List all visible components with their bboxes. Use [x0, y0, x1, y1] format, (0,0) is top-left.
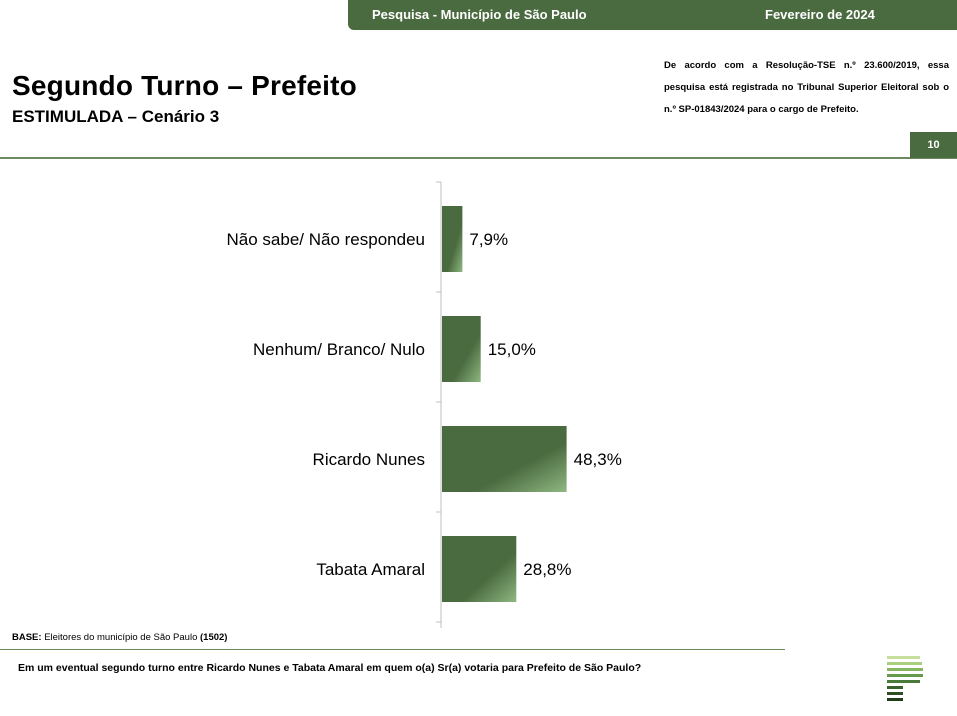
- header-divider: [0, 157, 957, 159]
- value-label: 28,8%: [523, 560, 571, 579]
- category-label: Não sabe/ Não respondeu: [227, 230, 425, 249]
- base-note: BASE: Eleitores do município de São Paul…: [12, 632, 227, 643]
- top-banner: Pesquisa - Município de São Paulo Fevere…: [348, 0, 957, 30]
- bar: [442, 206, 463, 272]
- bar: [442, 426, 567, 492]
- brand-logo: [887, 656, 923, 701]
- category-label: Tabata Amaral: [316, 560, 425, 579]
- survey-question: Em um eventual segundo turno entre Ricar…: [18, 662, 642, 674]
- base-label: BASE:: [12, 632, 42, 643]
- bar-chart: Não sabe/ Não respondeu 7,9% Nenhum/ Branc…: [227, 181, 622, 628]
- bar: [442, 316, 481, 382]
- footer-divider: [0, 649, 785, 650]
- page-number-badge: 10: [910, 132, 957, 158]
- base-text: Eleitores do município de São Paulo: [44, 632, 198, 643]
- legal-registration-note: De acordo com a Resolução-TSE n.º 23.600…: [664, 60, 949, 115]
- category-label: Ricardo Nunes: [313, 450, 425, 469]
- base-count: (1502): [200, 632, 228, 643]
- page-title: Segundo Turno – Prefeito: [12, 70, 357, 101]
- survey-name: Pesquisa - Município de São Paulo: [372, 7, 587, 22]
- value-label: 15,0%: [488, 340, 536, 359]
- page-subtitle: ESTIMULADA – Cenário 3: [12, 107, 220, 126]
- value-label: 7,9%: [469, 230, 508, 249]
- value-label: 48,3%: [574, 450, 622, 469]
- category-label: Nenhum/ Branco/ Nulo: [253, 340, 425, 359]
- bar: [442, 536, 517, 602]
- survey-date: Fevereiro de 2024: [765, 7, 875, 22]
